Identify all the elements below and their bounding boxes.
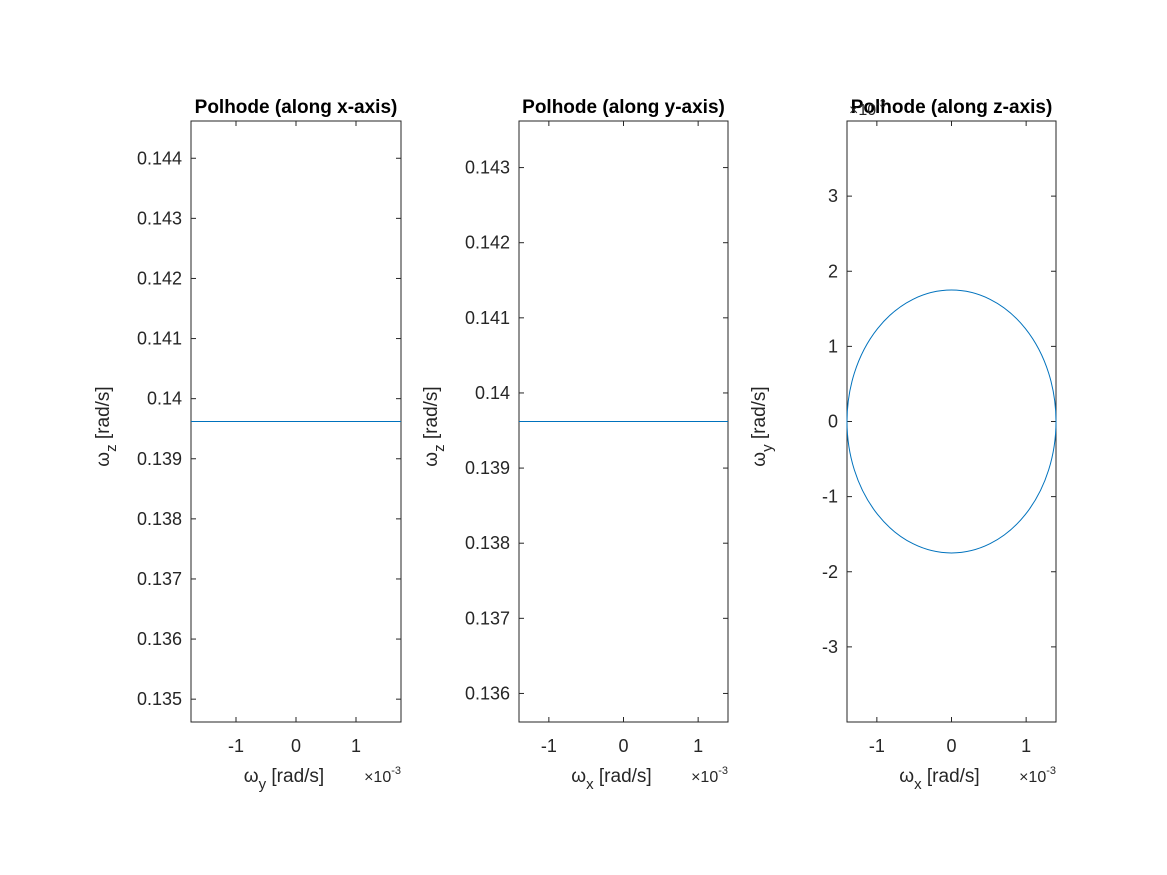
y-tick-label: 1 [828,336,838,356]
x-tick-label: -1 [869,736,885,756]
y-tick-label: 0.143 [137,208,182,228]
y-tick-label: 0.138 [465,533,510,553]
y-tick-label: 0.142 [465,233,510,253]
y-tick-label: 0.137 [137,569,182,589]
y-tick-label: 3 [828,186,838,206]
y-axis-label: ωy [rad/s] [749,386,776,466]
axes-box [846,120,1057,723]
x-axis-label: ωx [rad/s] [571,766,651,793]
y-tick-label: 0.138 [137,509,182,529]
x-axis-label: ωx [rad/s] [899,766,979,793]
y-tick-label: 0.136 [137,629,182,649]
y-tick-label: 0.142 [137,268,182,288]
x-tick-label: 1 [693,736,703,756]
y-tick-label: 0.135 [137,689,182,709]
y-tick-label: 0.139 [465,458,510,478]
x-axis-label: ωy [rad/s] [244,766,324,793]
y-tick-label: 0.136 [465,683,510,703]
x-tick-label: 0 [946,736,956,756]
x-tick-label: 0 [291,736,301,756]
y-tick-label: 0.143 [465,158,510,178]
x-tick-label: -1 [228,736,244,756]
y-exponent-label: ×10-3 [849,98,886,119]
y-axis-label: ωz [rad/s] [421,386,448,466]
x-tick-label: -1 [541,736,557,756]
y-tick-label: -1 [822,487,838,507]
subplot-title: Polhode (along y-axis) [522,97,725,118]
y-tick-label: 0 [828,412,838,432]
x-tick-label: 0 [618,736,628,756]
y-tick-label: 0.14 [147,389,182,409]
y-tick-label: -2 [822,562,838,582]
y-tick-label: 0.141 [137,329,182,349]
y-tick-label: 0.139 [137,449,182,469]
x-tick-label: 1 [351,736,361,756]
subplot-title: Polhode (along z-axis) [851,97,1053,118]
subplot-2: Polhode (along y-axis) -1 0 1 0.136 0.137 0.13… [421,97,729,793]
subplot-title: Polhode (along x-axis) [195,97,398,118]
x-tick-label: 1 [1021,736,1031,756]
x-exponent-label: ×10-3 [691,765,728,786]
y-tick-label: -3 [822,637,838,657]
y-tick-label: 0.144 [137,148,182,168]
subplot-3: Polhode (along z-axis) -1 0 1 -3 -2 -1 0 1 2 3 ωx [… [749,97,1057,793]
y-tick-label: 2 [828,261,838,281]
y-tick-label: 0.137 [465,608,510,628]
y-tick-label: 0.14 [475,383,510,403]
y-axis-label: ωz [rad/s] [93,386,120,466]
subplot-1: Polhode (along x-axis) -1 0 1 0.135 0.136 0.13… [93,97,402,793]
x-exponent-label: ×10-3 [364,765,401,786]
x-exponent-label: ×10-3 [1019,765,1056,786]
y-tick-label: 0.141 [465,308,510,328]
polhode-ellipse [846,289,1057,554]
